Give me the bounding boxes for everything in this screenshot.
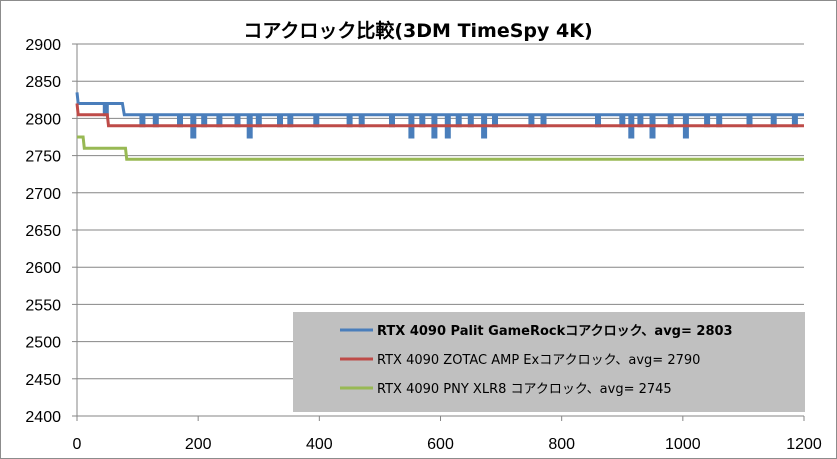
x-tick-label: 1200 bbox=[786, 436, 822, 453]
y-tick-label: 2500 bbox=[25, 335, 61, 352]
series-line-0 bbox=[75, 92, 804, 139]
y-tick-label: 2450 bbox=[25, 372, 61, 389]
x-tick-label: 200 bbox=[185, 436, 212, 453]
series-line-2 bbox=[77, 135, 804, 161]
legend-label-0: RTX 4090 Palit GameRockコアクロック、avg= 2803 bbox=[377, 324, 733, 339]
x-tick-label: 1000 bbox=[665, 436, 701, 453]
y-tick-label: 2850 bbox=[25, 74, 61, 91]
y-tick-label: 2600 bbox=[25, 260, 61, 277]
x-tick-label: 800 bbox=[548, 436, 575, 453]
series-line-1 bbox=[75, 103, 804, 128]
legend-box bbox=[293, 312, 805, 412]
y-tick-label: 2750 bbox=[25, 149, 61, 166]
y-tick-label: 2800 bbox=[25, 111, 61, 128]
x-tick-label: 0 bbox=[73, 436, 82, 453]
y-tick-label: 2400 bbox=[25, 409, 61, 426]
y-tick-label: 2550 bbox=[25, 297, 61, 314]
tick-labels: 2400 2450 2500 2550 2600 2650 2700 2750 2800 2850… bbox=[25, 37, 821, 453]
y-tick-label: 2700 bbox=[25, 186, 61, 203]
y-tick-label: 2900 bbox=[25, 37, 61, 54]
series-lines bbox=[75, 92, 804, 161]
legend-label-1: RTX 4090 ZOTAC AMP Exコアクロック、avg= 2790 bbox=[377, 353, 700, 368]
chart-title: コアクロック比較(3DM TimeSpy 4K) bbox=[243, 19, 592, 42]
legend-label-2: RTX 4090 PNY XLR8 コアクロック、avg= 2745 bbox=[377, 382, 672, 397]
legend: RTX 4090 Palit GameRockコアクロック、avg= 2803 R… bbox=[293, 312, 805, 412]
x-tick-label: 600 bbox=[427, 436, 454, 453]
x-tick-label: 400 bbox=[306, 436, 333, 453]
y-tick-label: 2650 bbox=[25, 223, 61, 240]
